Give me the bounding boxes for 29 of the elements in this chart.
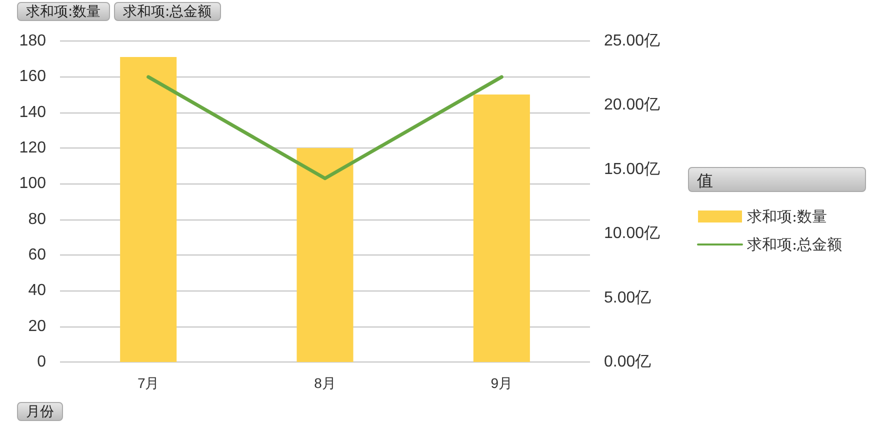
field-button: 值	[688, 167, 866, 192]
bar	[296, 148, 354, 362]
field-button: 月份	[17, 402, 63, 421]
y-tick-label: 60	[28, 246, 46, 264]
y2-tick-label: 20.00亿	[604, 96, 660, 114]
y-tick-label: 0	[37, 354, 46, 370]
y-tick-label: 20	[28, 318, 46, 335]
y2-tick-label: 25.00亿	[604, 32, 660, 50]
y2-tick-label: 15.00亿	[604, 160, 660, 178]
y-tick-label: 140	[19, 104, 46, 121]
field-button: 求和项:总金额	[114, 2, 221, 21]
y-tick-label: 40	[28, 282, 46, 300]
y-tick-label: 80	[28, 210, 46, 228]
legend-label: 求和项:总金额	[747, 236, 842, 254]
y-tick-label: 100	[19, 175, 46, 192]
x-tick-label: 8月	[314, 375, 336, 391]
bar	[120, 57, 177, 362]
y-tick-label: 160	[19, 68, 46, 86]
x-tick-label: 7月	[137, 375, 160, 391]
y-tick-label: 180	[19, 32, 46, 50]
field-button: 求和项:数量	[17, 2, 110, 21]
y-tick-label: 120	[19, 140, 46, 156]
legend-title: 值	[697, 171, 713, 190]
x-tick-label: 9月	[490, 375, 513, 391]
y2-tick-label: 0.00亿	[604, 354, 652, 370]
bar	[473, 94, 530, 362]
legend-label: 求和项:数量	[747, 208, 828, 226]
y2-tick-label: 10.00亿	[604, 225, 660, 242]
y2-tick-label: 5.00亿	[604, 289, 652, 306]
